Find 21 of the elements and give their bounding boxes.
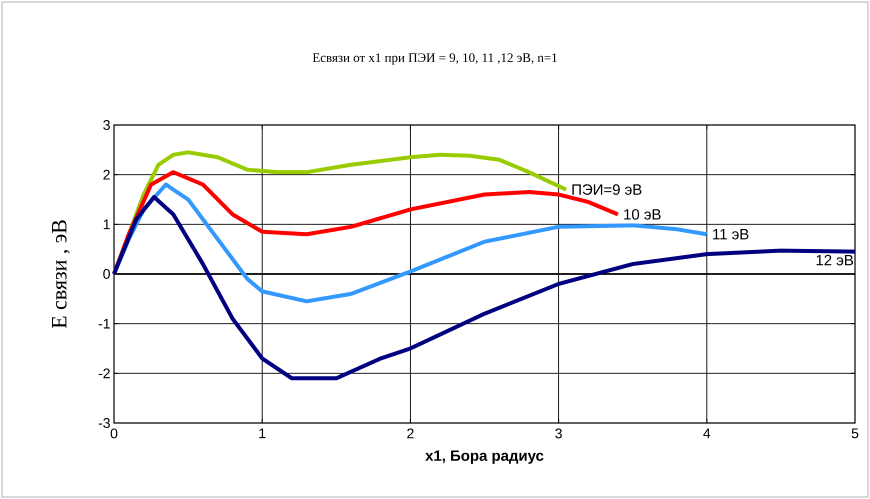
series-label: 11 эВ [713, 229, 748, 240]
x-tick-label: 4 [703, 428, 710, 438]
chart-title: Eсвязи от x1 при ПЭИ = 9, 10, 11 ,12 эВ, n=1 [312, 53, 557, 65]
x-axis-title: x1, Бора радиус [425, 450, 544, 464]
y-tick-label: 2 [103, 170, 110, 180]
y-tick-label: 3 [103, 120, 110, 130]
x-tick-label: 2 [407, 428, 414, 438]
y-tick-label: -3 [98, 418, 110, 428]
series-label: ПЭИ=9 эВ [572, 184, 642, 195]
x-tick-label: 5 [852, 428, 858, 438]
line-series [112, 195, 858, 380]
y-tick-label: 0 [103, 269, 110, 279]
y-axis-title: E связи , эВ [52, 220, 70, 328]
y-tick-label: -1 [98, 318, 110, 328]
series-label: 10 эВ [624, 209, 661, 220]
x-tick-label: 3 [555, 428, 562, 438]
y-tick-label: -2 [98, 368, 110, 378]
y-tick-label: 1 [104, 220, 110, 230]
x-tick-label: 0 [110, 428, 118, 438]
x-tick-label: 1 [259, 428, 266, 438]
series-label: 12 эВ [816, 254, 853, 266]
